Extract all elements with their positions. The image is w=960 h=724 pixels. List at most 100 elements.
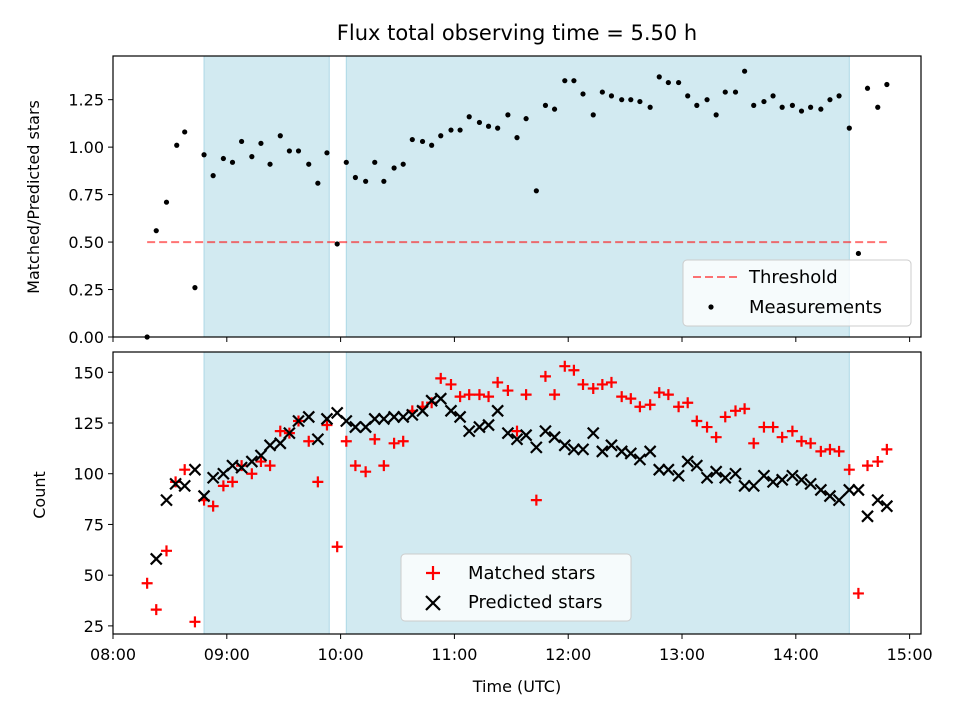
matched-star-point (246, 468, 258, 480)
predicted-star-point (700, 471, 714, 485)
measurement-point (608, 93, 615, 99)
measurement-point (713, 112, 719, 118)
x-tick-label: 09:00 (204, 645, 250, 664)
measurement-point (352, 174, 358, 181)
measurement-point (590, 112, 596, 118)
measurement-point (855, 250, 862, 257)
matched-star-point (321, 419, 333, 431)
predicted-star-point (482, 418, 495, 432)
matched-star-point (710, 431, 722, 443)
y-tick-label: 100 (73, 465, 104, 484)
matched-star-point (786, 425, 798, 437)
predicted-star-point (871, 493, 885, 507)
measurement-point (808, 104, 814, 110)
measurement-point (210, 173, 216, 179)
y-tick-label: 75 (84, 515, 104, 534)
measurement-point (249, 154, 255, 160)
measurement-point (864, 85, 871, 91)
matched-star-point (682, 397, 694, 409)
matched-star-point (369, 433, 381, 445)
matched-star-point (796, 435, 808, 447)
measurement-point (372, 159, 378, 165)
predicted-star-point (775, 473, 789, 487)
predicted-star-point (672, 469, 685, 483)
top-panel: 0.00 0.25 0.50 0.75 1.00 1.25 (68, 55, 922, 347)
matched-star-point (349, 460, 361, 472)
matched-star-point (179, 464, 191, 476)
predicted-star-point (368, 412, 382, 426)
matched-star-point (303, 435, 315, 447)
measurement-point (229, 159, 236, 165)
measurement-point (163, 199, 170, 205)
matched-star-point (549, 389, 561, 401)
predicted-star-point (738, 479, 751, 493)
predicted-star-point (690, 459, 704, 472)
predicted-star-point (718, 471, 732, 485)
predicted-star-point (510, 432, 524, 446)
measurement-point (192, 285, 198, 291)
matched-star-point (605, 376, 617, 388)
predicted-star-point (349, 420, 362, 434)
measurement-point (798, 108, 805, 114)
measurement-point (628, 97, 634, 103)
matched-star-point (852, 587, 864, 599)
predicted-star-point (624, 447, 638, 460)
matched-star-point (530, 494, 542, 506)
matched-star-point (445, 378, 457, 390)
matched-star-point (189, 616, 201, 628)
measurement-point (324, 150, 330, 156)
observing-interval-band (203, 351, 330, 635)
matched-star-point (881, 443, 893, 455)
matched-star-point (862, 460, 874, 472)
matched-star-point (264, 460, 276, 472)
predicted-star-point (605, 439, 618, 452)
matched-star-point (673, 401, 685, 413)
measurement-point (599, 89, 605, 95)
measurement-point (751, 102, 757, 108)
y-tick-label: 0.00 (68, 328, 104, 347)
predicted-star-point (766, 475, 780, 489)
matched-star-point (843, 464, 855, 476)
predicted-star-point (662, 463, 675, 476)
measurement-point (685, 93, 691, 99)
predicted-star-point (586, 426, 600, 440)
matched-star-point (730, 405, 742, 417)
measurement-point (277, 133, 283, 139)
predicted-star-point (747, 479, 760, 493)
measurement-point (761, 98, 767, 105)
matched-star-point (360, 466, 372, 478)
predicted-star-point (652, 463, 666, 476)
predicted-star-point (861, 510, 874, 523)
measurement-point (201, 152, 207, 158)
measurement-point (542, 102, 549, 108)
bottom-legend: Matched stars Predicted stars (400, 553, 632, 622)
legend-predicted-label: Predicted stars (468, 592, 602, 613)
predicted-star-point (615, 445, 628, 458)
predicted-star-point (254, 449, 268, 462)
legend-threshold-label: Threshold (748, 267, 838, 288)
matched-star-point (577, 378, 589, 390)
predicted-star-point (548, 430, 561, 444)
matched-star-point (596, 378, 608, 390)
predicted-star-point (169, 477, 182, 491)
predicted-star-point (425, 394, 438, 407)
matched-star-point (739, 403, 751, 415)
legend-predicted-swatch (425, 595, 441, 611)
matched-star-point (473, 389, 485, 401)
observing-interval-band (203, 55, 330, 338)
predicted-star-point (519, 428, 533, 442)
matched-star-point (255, 456, 267, 468)
measurement-point (637, 98, 643, 105)
measurement-point (315, 180, 321, 186)
predicted-star-point (852, 483, 865, 497)
measurement-point (779, 104, 785, 110)
matched-star-point (207, 500, 219, 512)
measurement-point (267, 161, 273, 167)
measurement-point (174, 142, 180, 148)
predicted-star-point (795, 473, 808, 487)
matched-star-point (502, 385, 514, 397)
measurement-point (409, 136, 415, 143)
measurement-point (789, 102, 796, 108)
predicted-star-point (814, 483, 828, 497)
predicted-star-point (188, 463, 202, 476)
